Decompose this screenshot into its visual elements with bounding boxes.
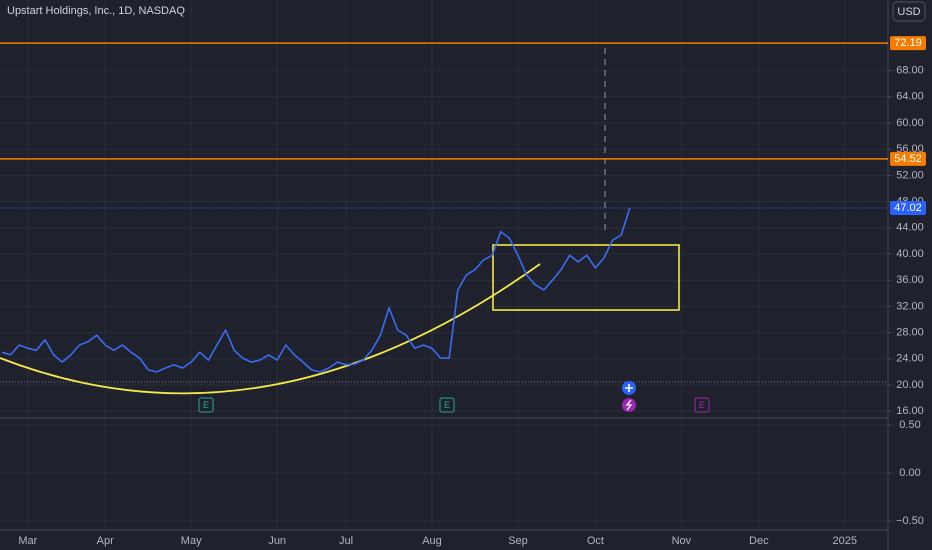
y-tick-label: 32.00 — [896, 300, 924, 312]
x-tick-label: Apr — [97, 535, 114, 547]
y-tick-label: 0.50 — [899, 419, 920, 431]
y-tick-label: 20.00 — [896, 379, 924, 391]
range-box — [492, 244, 680, 311]
x-tick-label: Jul — [339, 535, 353, 547]
y-tick-label: 68.00 — [896, 65, 924, 77]
x-tick-label: May — [181, 535, 202, 547]
price-level-label: 47.02 — [894, 202, 922, 214]
y-tick-label: 28.00 — [896, 326, 924, 338]
x-tick-label: Jun — [268, 535, 286, 547]
price-level-tag — [890, 201, 926, 216]
x-tick-label: Dec — [749, 535, 769, 547]
x-tick-label: Nov — [672, 535, 692, 547]
price-level-tag — [890, 151, 926, 166]
earnings-marker[interactable] — [439, 397, 455, 413]
chart-title: Upstart Holdings, Inc., 1D, NASDAQ — [7, 5, 185, 17]
y-tick-label: 24.00 — [896, 353, 924, 365]
y-tick-label: 40.00 — [896, 248, 924, 260]
y-tick-label: 44.00 — [896, 222, 924, 234]
price-line — [1, 207, 631, 373]
y-tick-label: 52.00 — [896, 169, 924, 181]
grid-layer — [0, 0, 888, 530]
x-tick-label: 2025 — [833, 535, 857, 547]
dividend-icon-bolt — [625, 399, 633, 411]
earnings-marker-label: E — [203, 400, 209, 410]
currency-button[interactable] — [892, 1, 926, 22]
x-tick-label: Mar — [18, 535, 37, 547]
cup-curve — [0, 263, 541, 395]
y-tick-label: 16.00 — [896, 405, 924, 417]
x-tick-label: Aug — [422, 535, 442, 547]
y-tick-label: 64.00 — [896, 91, 924, 103]
earnings-marker-label: E — [699, 400, 705, 410]
y-tick-label: 36.00 — [896, 274, 924, 286]
earnings-marker[interactable] — [694, 397, 710, 413]
x-tick-label: Oct — [587, 535, 604, 547]
event-icon-plus — [625, 384, 633, 392]
y-tick-label: 0.00 — [899, 467, 920, 479]
earnings-marker-label: E — [444, 400, 450, 410]
price-level-tag — [890, 36, 926, 51]
currency-label[interactable]: USD — [897, 6, 920, 18]
y-tick-label: −0.50 — [896, 515, 924, 527]
price-level-label: 72.19 — [894, 37, 922, 49]
x-tick-label: Sep — [508, 535, 528, 547]
y-tick-label: 60.00 — [896, 117, 924, 129]
price-level-label: 54.52 — [894, 153, 922, 165]
earnings-marker[interactable] — [198, 397, 214, 413]
